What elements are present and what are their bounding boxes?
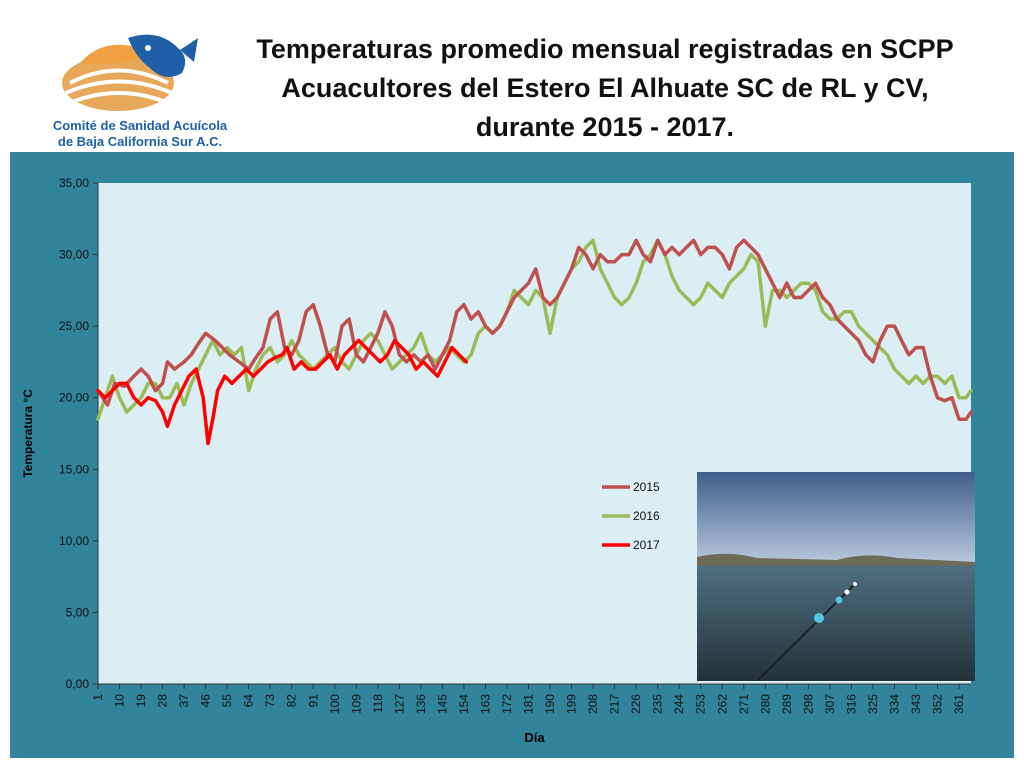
x-tick-label: 64 [242, 694, 256, 708]
title-line-3: durante 2015 - 2017. [475, 112, 735, 142]
legend: 2015 2016 2017 [602, 480, 660, 552]
x-tick-label: 253 [694, 694, 708, 714]
y-tick-label: 20,00 [59, 391, 89, 405]
series-line-2015 [96, 238, 973, 421]
x-tick-label: 1 [91, 694, 105, 701]
x-tick-label: 289 [780, 694, 794, 714]
logo-text: Comité de Sanidad Acuícola de Baja Calif… [40, 118, 240, 150]
x-tick-label: 181 [522, 694, 536, 714]
x-tick-label: 19 [134, 694, 148, 708]
x-tick-label: 352 [931, 694, 945, 714]
series-line-2016 [96, 238, 973, 421]
x-tick-label: 190 [543, 694, 557, 714]
organization-logo: Comité de Sanidad Acuícola de Baja Calif… [40, 28, 240, 153]
x-tick-label: 316 [844, 694, 858, 714]
y-axis: 0,00 5,00 10,00 15,00 20,00 25,00 30,00 35,00 [59, 176, 99, 691]
x-tick-label: 37 [177, 694, 191, 708]
x-axis-label: Día [524, 730, 545, 745]
x-tick-label: 343 [909, 694, 923, 714]
temperature-line-chart: 0,00 5,00 10,00 15,00 20,00 25,00 30,00 35,00 1… [21, 176, 973, 745]
y-tick-label: 30,00 [59, 248, 89, 262]
x-tick-label: 28 [156, 694, 170, 708]
y-axis-label: Temperatura °C [21, 389, 35, 478]
title-line-2: Acuacultores del Estero El Alhuate SC de… [281, 73, 929, 103]
y-tick-label: 0,00 [66, 677, 90, 691]
x-tick-label: 118 [371, 694, 385, 713]
x-tick-label: 10 [113, 694, 127, 708]
x-tick-label: 334 [887, 694, 901, 714]
fish-logo-icon [62, 34, 198, 111]
x-tick-label: 325 [866, 694, 880, 714]
title-line-1: Temperaturas promedio mensual registrada… [256, 34, 954, 64]
y-tick-label: 35,00 [59, 176, 89, 190]
x-tick-label: 235 [651, 694, 665, 714]
y-tick-label: 10,00 [59, 534, 89, 548]
x-tick-label: 307 [823, 694, 837, 714]
x-tick-label: 136 [414, 694, 428, 714]
x-tick-label: 217 [608, 694, 622, 714]
estuary-photo-image [697, 472, 975, 681]
x-tick-label: 100 [328, 694, 342, 714]
x-tick-label: 244 [672, 694, 686, 714]
legend-label-2016: 2016 [633, 509, 660, 523]
x-tick-label: 172 [500, 694, 514, 714]
page-title: Temperaturas promedio mensual registrada… [215, 30, 995, 147]
y-tick-label: 5,00 [66, 605, 90, 619]
logo-text-line-1: Comité de Sanidad Acuícola [52, 118, 228, 133]
x-tick-label: 82 [285, 694, 299, 708]
y-tick-label: 15,00 [59, 462, 89, 476]
x-tick-label: 154 [457, 694, 471, 714]
x-axis: 1 10 19 28 37 46 55 64 73 82 91 100 109 118 127 136 145 1… [91, 683, 971, 714]
x-tick-label: 73 [263, 694, 277, 708]
x-tick-label: 145 [435, 694, 449, 714]
x-tick-label: 55 [220, 694, 234, 708]
estuary-photo [697, 472, 975, 681]
series-line-2017 [96, 338, 469, 446]
x-tick-label: 199 [565, 694, 579, 714]
logo-text-line-2: de Baja California Sur A.C. [57, 134, 223, 149]
x-tick-label: 109 [349, 694, 363, 714]
x-tick-label: 127 [392, 694, 406, 714]
series-layer [96, 238, 973, 446]
x-tick-label: 163 [478, 694, 492, 714]
x-tick-label: 208 [586, 694, 600, 714]
x-tick-label: 262 [715, 694, 729, 714]
y-tick-label: 25,00 [59, 319, 89, 333]
x-tick-label: 361 [952, 694, 966, 714]
legend-label-2015: 2015 [633, 480, 660, 494]
x-tick-label: 298 [801, 694, 815, 714]
x-tick-label: 271 [737, 694, 751, 714]
x-tick-label: 280 [758, 694, 772, 714]
x-tick-label: 91 [306, 694, 320, 708]
x-tick-label: 46 [199, 694, 213, 708]
legend-label-2017: 2017 [633, 538, 660, 552]
x-tick-label: 226 [629, 694, 643, 714]
